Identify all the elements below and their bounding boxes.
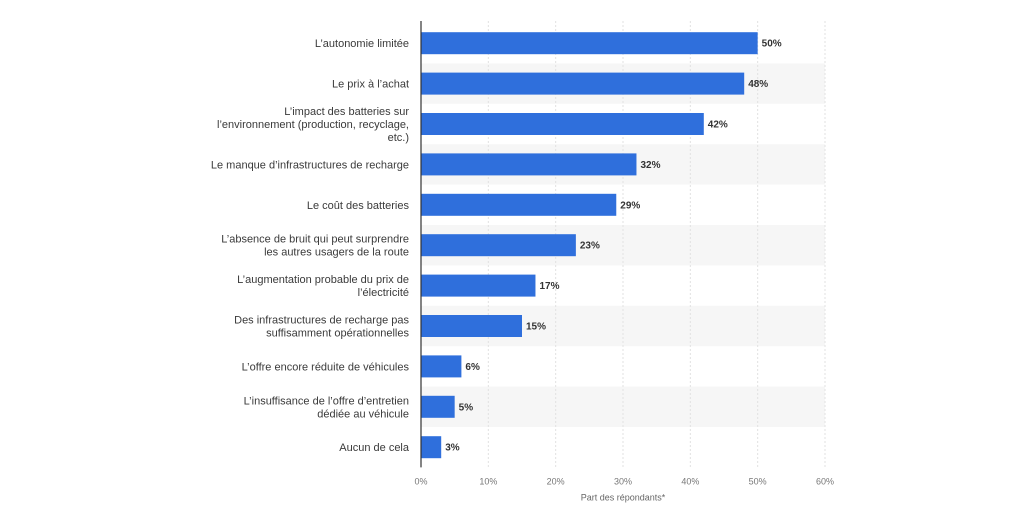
x-tick-label: 60% (816, 476, 834, 486)
value-label: 50% (762, 39, 782, 50)
x-tick-label: 30% (614, 476, 632, 486)
value-label: 48% (748, 79, 768, 90)
category-label: L’absence de bruit qui peut surprendre le… (221, 234, 409, 259)
x-axis-title: Part des répondants* (581, 492, 666, 502)
bar[interactable] (421, 153, 637, 176)
value-label: 29% (620, 200, 640, 211)
bar[interactable] (421, 395, 455, 418)
value-label: 32% (640, 160, 660, 171)
value-label: 6% (465, 362, 480, 373)
bar[interactable] (421, 436, 442, 459)
value-label: 3% (445, 443, 460, 454)
x-tick-label: 40% (681, 476, 699, 486)
category-label: Le prix à l’achat (332, 79, 409, 91)
value-label: 5% (459, 402, 474, 413)
bar[interactable] (421, 32, 758, 55)
bar[interactable] (421, 113, 704, 135)
bar[interactable] (421, 72, 745, 95)
category-label: L’impact des batteries sur l’environnemen… (217, 106, 409, 144)
value-label: 42% (708, 120, 728, 131)
x-tick-label: 10% (479, 476, 497, 486)
bar[interactable] (421, 315, 522, 337)
category-label: L’augmentation probable du prix de l’élec… (237, 274, 409, 299)
x-tick-label: 20% (547, 476, 565, 486)
bar[interactable] (421, 274, 536, 297)
category-label: L’insuffisance de l’offre d’entretien déd… (244, 395, 409, 420)
x-tick-label: 50% (749, 476, 767, 486)
bar[interactable] (421, 193, 617, 216)
category-label: Le coût des batteries (307, 200, 410, 212)
category-label: Aucun de cela (339, 442, 410, 454)
bar[interactable] (421, 355, 462, 378)
value-label: 23% (580, 241, 600, 252)
value-label: 15% (526, 322, 546, 333)
category-label: Des infrastructures de recharge pas suffi… (234, 315, 409, 340)
category-label: L’offre encore réduite de véhicules (242, 361, 410, 373)
category-label: Le manque d’infrastructures de recharge (211, 159, 409, 171)
category-label: L’autonomie limitée (315, 38, 409, 50)
bar[interactable] (421, 234, 576, 257)
value-label: 17% (539, 281, 559, 292)
x-tick-label: 0% (414, 476, 427, 486)
